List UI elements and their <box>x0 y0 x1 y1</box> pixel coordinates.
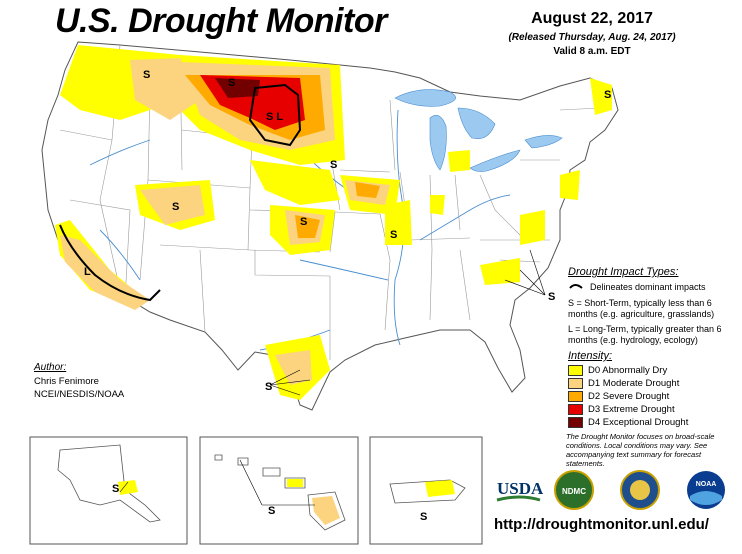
hawaii-inset <box>199 436 359 545</box>
hawaii-d1 <box>312 496 340 525</box>
impact-line-symbol <box>569 284 583 289</box>
impact-label-s: S <box>172 201 179 213</box>
legend-row-d4: D4 Exceptional Drought <box>568 416 688 428</box>
author-name: Chris Fenimore <box>34 376 99 387</box>
legend-label-d1: D1 Moderate Drought <box>588 377 680 389</box>
impact-label-s: S <box>390 229 397 241</box>
puerto-rico-d0 <box>425 480 455 497</box>
impact-label-s: S <box>300 216 307 228</box>
commerce-seal <box>620 470 660 510</box>
impact-label-s: S <box>268 505 275 517</box>
impact-label-s: S <box>265 381 272 393</box>
label-leaders <box>119 249 546 506</box>
legend-label-d2: D2 Severe Drought <box>588 390 670 402</box>
impact-label-s: S <box>112 483 119 495</box>
hawaii-d0 <box>287 479 303 487</box>
svg-text:NDMC: NDMC <box>562 487 586 496</box>
impact-short-term: S = Short-Term, typically less than 6 mo… <box>568 298 715 319</box>
intensity-title: Intensity: <box>568 350 613 362</box>
legend-swatch-d0 <box>568 364 583 376</box>
legend-swatch-d3 <box>568 403 583 415</box>
impact-types-title: Drought Impact Types: <box>568 266 679 278</box>
great-lakes <box>394 89 563 172</box>
impact-lines <box>59 83 302 302</box>
map-title: U.S. Drought Monitor <box>55 2 387 40</box>
website-link[interactable]: http://droughtmonitor.unl.edu/ <box>494 516 709 533</box>
drought-d4-areas <box>215 78 260 98</box>
legend-label-d4: D4 Exceptional Drought <box>588 416 689 428</box>
impact-label-s: S <box>330 159 337 171</box>
svg-text:NOAA: NOAA <box>696 481 717 488</box>
noaa-logo: NOAA <box>687 471 725 509</box>
usda-logo: USDA <box>496 479 544 502</box>
impact-label-s: S <box>604 89 611 101</box>
legend-label-d0: D0 Abnormally Dry <box>588 364 668 376</box>
impact-delineates: Delineates dominant impacts <box>590 282 706 292</box>
impact-label-s: S <box>548 291 555 303</box>
impact-label-l: L <box>84 266 91 278</box>
alaska-d0 <box>118 480 138 495</box>
legend-swatch-d1 <box>568 377 583 389</box>
map-date: August 22, 2017 <box>531 10 653 27</box>
release-date: (Released Thursday, Aug. 24, 2017) <box>508 32 676 43</box>
legend-row-d3: D3 Extreme Drought <box>568 403 675 415</box>
legend-label-d3: D3 Extreme Drought <box>588 403 675 415</box>
legend-row-d1: D1 Moderate Drought <box>568 377 679 389</box>
disclaimer-note: The Drought Monitor focuses on broad-sca… <box>566 432 715 468</box>
legend-swatch-d2 <box>568 390 583 402</box>
state-boundaries <box>59 44 601 360</box>
impact-label-s: S <box>143 69 150 81</box>
impact-label-s: S <box>420 511 427 523</box>
impact-long-term: L = Long-Term, typically greater than 6 … <box>568 324 722 345</box>
impact-label-s: S <box>228 77 235 89</box>
legend-swatch-d4 <box>568 416 583 428</box>
author-label: Author: <box>34 362 67 373</box>
author-org: NCEI/NESDIS/NOAA <box>34 389 125 400</box>
svg-text:USDA: USDA <box>497 479 544 498</box>
ndmc-logo: NDMC <box>554 470 594 510</box>
legend-row-d0: D0 Abnormally Dry <box>568 364 667 376</box>
legend-row-d2: D2 Severe Drought <box>568 390 669 402</box>
impact-label-sl: S L <box>266 111 283 123</box>
valid-time: Valid 8 a.m. EDT <box>553 46 631 57</box>
